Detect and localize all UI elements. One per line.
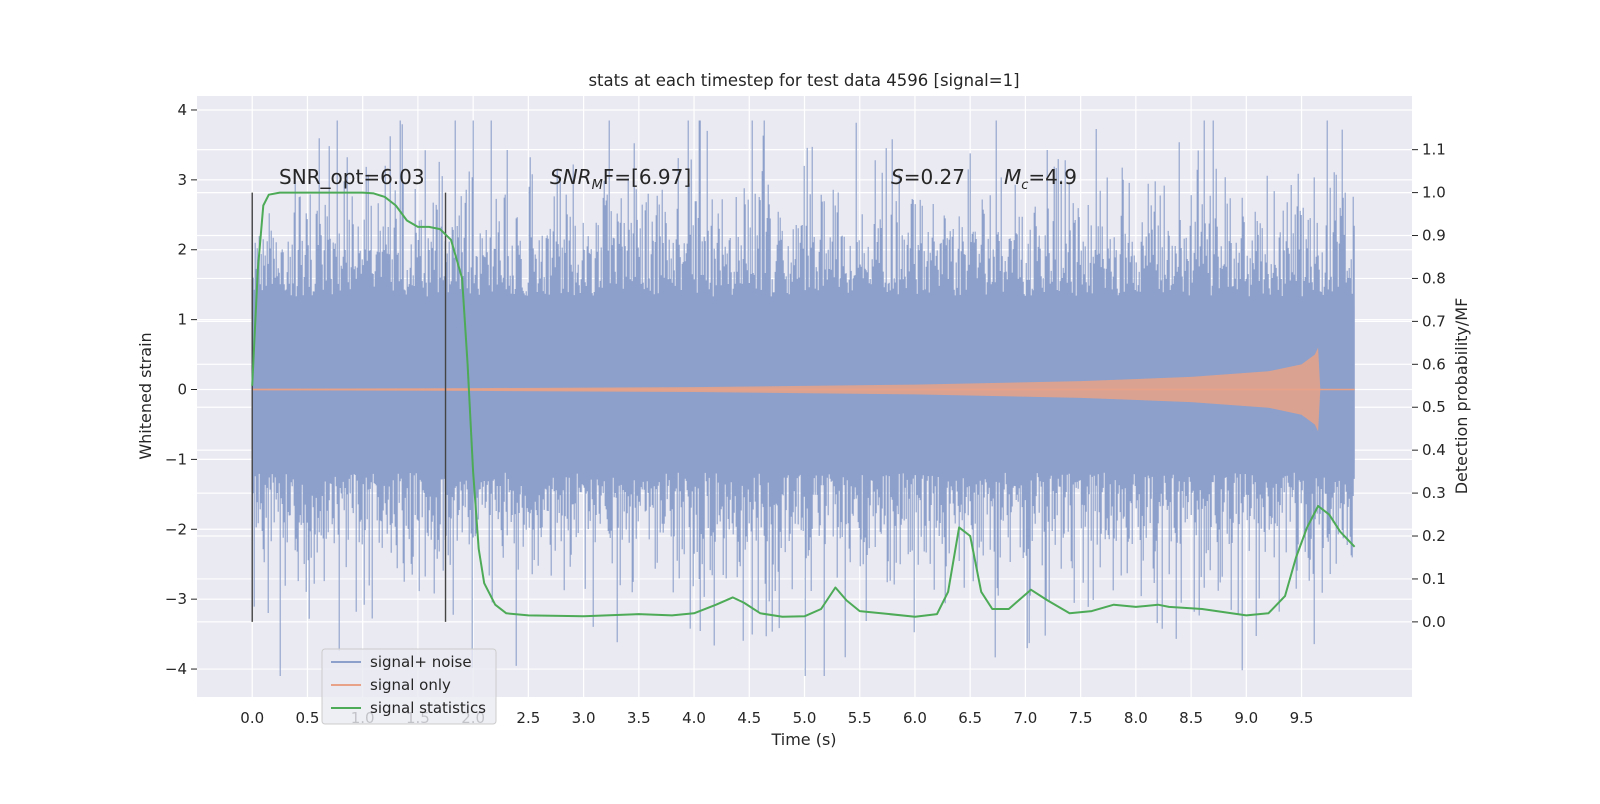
- signal-only-series: [252, 347, 1355, 432]
- x-tick-label: 7.0: [1013, 709, 1037, 727]
- x-axis-label: Time (s): [770, 730, 836, 749]
- y-tick-label: 3: [177, 171, 187, 189]
- legend-box: [321, 648, 497, 725]
- y2-tick-label: 1.1: [1422, 141, 1446, 159]
- signal-statistics-line: [251, 191, 1356, 618]
- snr-mf-rest: F=[6.97]: [603, 165, 691, 189]
- y2-tick-label: 0.1: [1422, 570, 1446, 588]
- snr-opt-annotation: SNR_opt=6.03: [279, 165, 425, 189]
- y2-tick-label: 0.4: [1422, 441, 1446, 459]
- x-tick-label: 0.0: [240, 709, 264, 727]
- y2-tick-label: 0.2: [1422, 527, 1446, 545]
- y2-tick-label: 0.7: [1422, 312, 1446, 330]
- mc-annotation: Mc=4.9: [1004, 165, 1077, 193]
- y2-tick-label: 0.6: [1422, 355, 1446, 373]
- legend: signal+ noise signal only signal statist…: [321, 648, 497, 725]
- x-tick-label: 9.5: [1290, 709, 1314, 727]
- y-tick-label: −1: [165, 450, 187, 468]
- x-tick-label: 8.5: [1179, 709, 1203, 727]
- signal-statistics-series: [251, 191, 1356, 618]
- x-tick-label: 5.0: [793, 709, 817, 727]
- y2-tick-label: 0.9: [1422, 227, 1446, 245]
- x-tick-label: 8.0: [1124, 709, 1148, 727]
- x-tick-label: 4.0: [682, 709, 706, 727]
- x-tick-label: 4.5: [737, 709, 761, 727]
- y2-tick-label: 0.5: [1422, 398, 1446, 416]
- y-tick-label: 0: [177, 381, 187, 399]
- mc-main: M: [1004, 165, 1021, 189]
- snr-mf-sub: M: [592, 178, 603, 193]
- x-tick-label: 5.5: [848, 709, 872, 727]
- s-rest: =0.27: [904, 165, 965, 189]
- y-axis-label: Whitened strain: [136, 332, 155, 459]
- chart-title: stats at each timestep for test data 459…: [588, 71, 1019, 90]
- x-tick-label: 6.0: [903, 709, 927, 727]
- y-tick-label: −4: [165, 660, 187, 678]
- x-tick-label: 7.5: [1069, 709, 1093, 727]
- legend-label-signal-noise: signal+ noise: [370, 653, 472, 671]
- y2-tick-label: 0.8: [1422, 269, 1446, 287]
- x-tick-label: 9.0: [1234, 709, 1258, 727]
- snr-mf-main: SNR: [550, 165, 592, 189]
- legend-label-signal-only: signal only: [370, 676, 451, 694]
- y2-axis-label: Detection probability/MF: [1452, 298, 1471, 495]
- y-tick-label: −3: [165, 590, 187, 608]
- mc-rest: =4.9: [1028, 165, 1077, 189]
- y-tick-label: 1: [177, 311, 187, 329]
- s-main: S: [891, 165, 904, 189]
- s-annotation: S=0.27: [891, 165, 965, 189]
- y-tick-label: 2: [177, 241, 187, 259]
- x-tick-label: 3.5: [627, 709, 651, 727]
- mc-sub: c: [1021, 178, 1028, 193]
- x-tick-label: 2.5: [516, 709, 540, 727]
- legend-label-signal-statistics: signal statistics: [370, 699, 486, 717]
- snr-mf-annotation: SNRMF=[6.97]: [550, 165, 691, 193]
- x-tick-label: 6.5: [958, 709, 982, 727]
- vertical-markers: [251, 192, 447, 622]
- y-tick-label: −2: [165, 520, 187, 538]
- y-tick-label: 4: [177, 101, 187, 119]
- y2-tick-label: 0.0: [1422, 613, 1446, 631]
- x-tick-label: 3.0: [572, 709, 596, 727]
- y2-tick-label: 0.3: [1422, 484, 1446, 502]
- y2-tick-label: 1.0: [1422, 184, 1446, 202]
- x-tick-label: 0.5: [296, 709, 320, 727]
